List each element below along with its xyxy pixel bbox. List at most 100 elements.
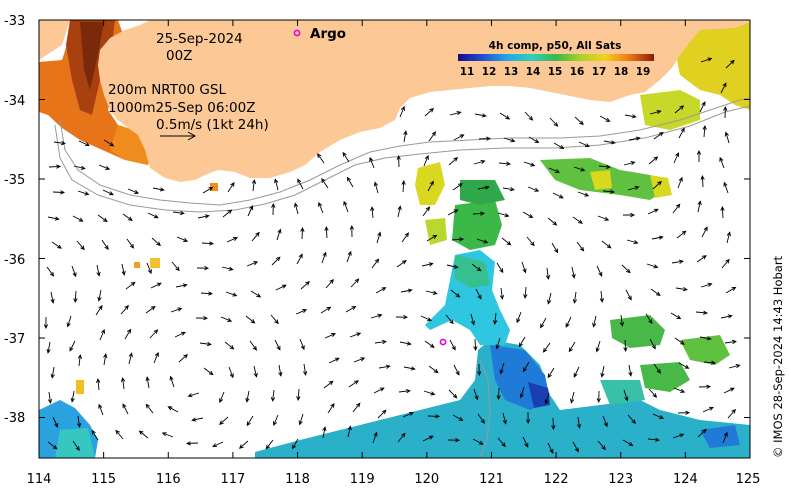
current-arrow-icon [274,339,281,351]
current-arrow-icon [725,59,735,69]
current-arrow-icon [652,180,662,190]
current-arrow-icon [221,266,234,271]
current-arrow-icon [565,316,572,328]
current-arrow-icon [146,262,152,275]
current-arrow-icon [427,414,441,419]
current-arrow-icon [501,237,512,246]
current-arrow-icon [574,116,584,126]
current-arrow-icon [197,214,210,219]
current-arrow-icon [98,403,104,416]
current-arrow-icon [448,157,459,166]
current-arrow-icon [71,265,77,278]
current-arrow-icon [352,402,361,413]
current-arrow-icon [251,231,260,242]
current-arrow-icon [76,240,85,251]
current-arrow-icon [697,200,702,213]
current-arrow-icon [623,160,636,166]
current-arrow-icon [728,363,741,369]
current-arrow-icon [619,314,625,327]
current-arrow-icon [225,291,238,297]
colorbar-tick: 16 [570,66,585,78]
sst-dot [134,262,140,268]
current-arrow-icon [349,224,355,238]
current-arrow-icon [346,176,354,188]
current-arrow-icon [477,185,490,190]
current-arrow-icon [725,286,737,294]
x-tick-label: 121 [479,472,504,487]
current-arrow-icon [424,340,435,349]
current-arrow-icon [371,258,380,269]
current-arrow-icon [174,331,186,338]
current-arrow-icon [249,340,258,351]
current-arrow-icon [496,387,501,401]
current-arrow-icon [397,432,406,443]
current-arrow-icon [600,365,605,378]
current-arrow-icon [653,131,664,140]
current-arrow-icon [47,441,58,450]
current-arrow-icon [516,311,522,324]
current-arrow-icon [350,278,360,288]
current-arrow-icon [472,438,484,445]
current-arrow-icon [172,210,185,216]
current-arrow-icon [220,316,233,322]
current-arrow-icon [270,389,276,402]
current-arrow-icon [48,164,62,169]
current-arrow-icon [451,237,465,242]
current-arrow-icon [473,388,479,401]
current-arrow-icon [343,200,349,213]
current-arrow-icon [475,288,482,300]
current-arrow-icon [395,314,409,320]
current-arrow-icon [348,380,359,388]
current-arrow-icon [96,378,101,391]
current-arrow-icon [53,140,66,146]
current-arrow-icon [720,82,727,94]
current-arrow-icon [702,124,707,138]
current-arrow-icon [476,238,489,244]
current-arrow-icon [548,167,561,173]
sst-dot [150,258,160,268]
colorbar-tick: 17 [592,66,607,78]
current-arrow-icon [320,306,332,314]
sst-dot [210,183,218,191]
current-arrow-icon [324,225,329,239]
current-arrow-icon [678,127,685,139]
current-arrow-icon [447,437,461,443]
current-arrow-icon [626,239,639,245]
current-arrow-icon [648,388,658,398]
current-arrow-icon [503,137,516,143]
current-arrow-icon [103,353,108,366]
current-arrow-icon [499,287,505,300]
current-arrow-icon [570,391,575,404]
current-arrow-icon [152,187,165,192]
current-arrow-icon [122,213,133,222]
current-arrow-icon [597,440,606,451]
current-arrow-icon [647,208,659,215]
current-arrow-icon [102,189,114,196]
current-arrow-icon [226,237,239,243]
plot-frame [38,19,751,459]
current-arrow-icon [549,117,559,127]
sst-east-yellow1 [590,170,612,190]
current-arrow-icon [674,105,685,114]
sst-east-cyan [600,380,645,405]
colorbar-title: 4h comp, p50, All Sats [489,40,622,52]
current-arrow-icon [621,264,631,274]
colorbar-tick: 18 [614,66,629,78]
current-arrow-icon [191,417,204,422]
x-tick-label: 118 [285,472,310,487]
current-arrow-icon [427,180,434,192]
sst-central-green2 [455,255,490,288]
current-arrow-icon [719,156,725,169]
current-arrow-icon [723,105,728,119]
current-arrow-icon [675,287,688,292]
current-arrow-icon [175,283,188,288]
current-arrow-icon [497,437,506,448]
current-arrow-icon [496,262,504,274]
current-arrow-icon [453,364,460,376]
contour-label-200m: 200m NRT00 GSL [108,82,226,98]
current-arrow-icon [573,166,586,172]
current-arrow-icon [522,211,534,219]
current-arrow-icon [428,131,437,142]
colorbar-tick: 11 [460,66,475,78]
current-arrow-icon [138,430,149,439]
